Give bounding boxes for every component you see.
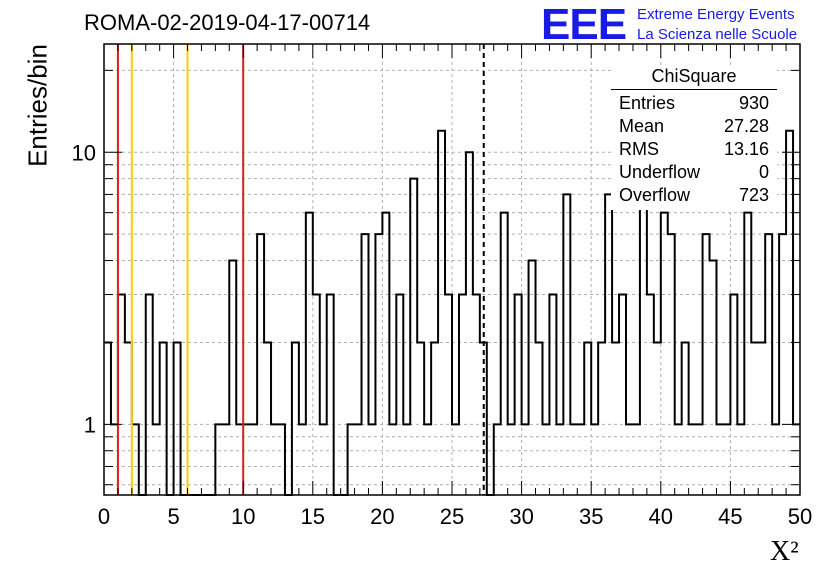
brand-line-1: Extreme Energy Events xyxy=(637,6,795,23)
x-tick-label: 45 xyxy=(718,504,742,529)
x-tick-label: 20 xyxy=(370,504,394,529)
x-tick-label: 10 xyxy=(231,504,255,529)
stat-value: 0 xyxy=(758,162,769,182)
x-tick-label: 50 xyxy=(788,504,812,529)
stat-label: Overflow xyxy=(619,185,691,205)
x-tick-label: 5 xyxy=(167,504,179,529)
stat-value: 930 xyxy=(738,93,769,113)
stats-divider xyxy=(611,89,777,90)
stat-value: 13.16 xyxy=(723,139,769,159)
x-tick-label: 0 xyxy=(98,504,110,529)
stat-label: RMS xyxy=(619,139,659,159)
x-axis-label: X² xyxy=(770,536,799,567)
y-axis-label: Entries/bin xyxy=(22,44,53,167)
histogram-outline xyxy=(104,129,800,496)
stat-label: Mean xyxy=(619,116,665,136)
chart-title: ROMA-02-2019-04-17-00714 xyxy=(84,10,371,35)
stats-box: ChiSquare Entries 930 Mean 27.28 RMS 13.… xyxy=(611,66,777,210)
x-tick-label: 35 xyxy=(579,504,603,529)
stat-row-underflow: Underflow 0 xyxy=(619,162,769,185)
y-tick-label: 10 xyxy=(72,140,96,165)
stats-title: ChiSquare xyxy=(651,66,737,86)
x-tick-label: 30 xyxy=(509,504,533,529)
stat-row-entries: Entries 930 xyxy=(619,93,769,116)
stat-label: Underflow xyxy=(619,162,701,182)
x-tick-label: 25 xyxy=(440,504,464,529)
stat-value: 27.28 xyxy=(723,116,769,136)
stat-value: 723 xyxy=(738,185,769,205)
eee-brand: EEE Extreme Energy Events La Scienza nel… xyxy=(541,2,833,48)
brand-line-2: La Scienza nelle Scuole xyxy=(637,26,798,43)
stat-label: Entries xyxy=(619,93,676,113)
x-tick-label: 15 xyxy=(301,504,325,529)
stat-row-overflow: Overflow 723 xyxy=(619,185,769,208)
stat-row-mean: Mean 27.28 xyxy=(619,116,769,139)
y-axis-label-box: Entries/bin xyxy=(8,30,53,190)
x-tick-label: 40 xyxy=(649,504,673,529)
y-tick-label: 1 xyxy=(84,412,96,437)
stat-row-rms: RMS 13.16 xyxy=(619,139,769,162)
eee-logo: EEE xyxy=(541,0,627,49)
